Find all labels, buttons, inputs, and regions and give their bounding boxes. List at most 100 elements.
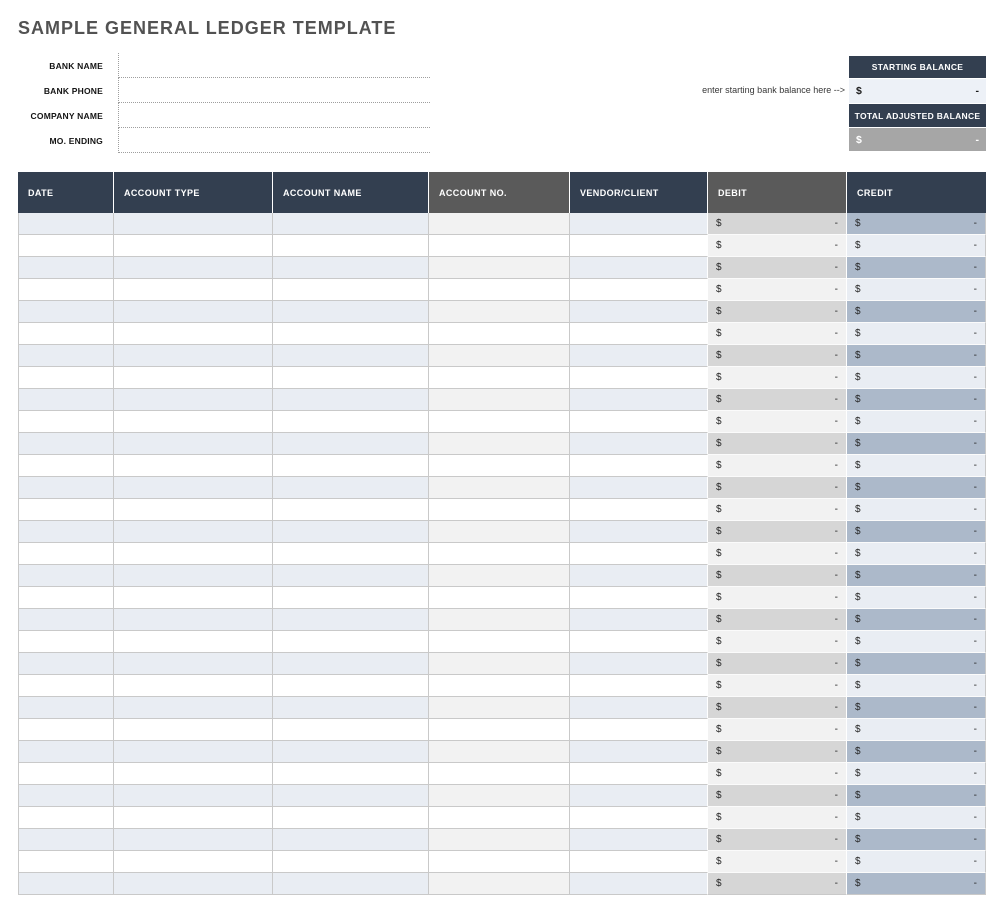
cell-date[interactable] — [18, 213, 114, 235]
cell-date[interactable] — [18, 697, 114, 719]
cell-vendor-client[interactable] — [570, 785, 708, 807]
cell-vendor-client[interactable] — [570, 653, 708, 675]
cell-date[interactable] — [18, 543, 114, 565]
cell-vendor-client[interactable] — [570, 763, 708, 785]
cell-account-type[interactable] — [114, 653, 273, 675]
cell-account-type[interactable] — [114, 763, 273, 785]
cell-debit[interactable]: $ - — [708, 675, 847, 697]
cell-vendor-client[interactable] — [570, 455, 708, 477]
cell-account-name[interactable] — [273, 367, 429, 389]
cell-date[interactable] — [18, 389, 114, 411]
cell-debit[interactable]: $ - — [708, 543, 847, 565]
cell-credit[interactable]: $ - — [847, 389, 986, 411]
cell-account-type[interactable] — [114, 587, 273, 609]
cell-credit[interactable]: $ - — [847, 455, 986, 477]
cell-credit[interactable]: $ - — [847, 345, 986, 367]
cell-account-type[interactable] — [114, 565, 273, 587]
cell-account-type[interactable] — [114, 499, 273, 521]
cell-vendor-client[interactable] — [570, 301, 708, 323]
cell-account-type[interactable] — [114, 235, 273, 257]
cell-account-name[interactable] — [273, 829, 429, 851]
cell-account-no[interactable] — [429, 631, 570, 653]
cell-account-name[interactable] — [273, 631, 429, 653]
cell-account-name[interactable] — [273, 543, 429, 565]
cell-account-name[interactable] — [273, 499, 429, 521]
cell-account-no[interactable] — [429, 323, 570, 345]
cell-account-type[interactable] — [114, 675, 273, 697]
cell-account-name[interactable] — [273, 477, 429, 499]
cell-account-name[interactable] — [273, 279, 429, 301]
cell-account-type[interactable] — [114, 873, 273, 895]
cell-vendor-client[interactable] — [570, 675, 708, 697]
cell-vendor-client[interactable] — [570, 873, 708, 895]
cell-date[interactable] — [18, 587, 114, 609]
cell-account-name[interactable] — [273, 213, 429, 235]
cell-account-no[interactable] — [429, 609, 570, 631]
cell-account-type[interactable] — [114, 345, 273, 367]
cell-account-name[interactable] — [273, 763, 429, 785]
cell-credit[interactable]: $ - — [847, 631, 986, 653]
cell-vendor-client[interactable] — [570, 741, 708, 763]
cell-credit[interactable]: $ - — [847, 433, 986, 455]
cell-vendor-client[interactable] — [570, 543, 708, 565]
cell-account-name[interactable] — [273, 587, 429, 609]
cell-account-name[interactable] — [273, 697, 429, 719]
cell-account-no[interactable] — [429, 653, 570, 675]
cell-account-name[interactable] — [273, 235, 429, 257]
cell-debit[interactable]: $ - — [708, 477, 847, 499]
cell-account-name[interactable] — [273, 609, 429, 631]
cell-debit[interactable]: $ - — [708, 499, 847, 521]
cell-account-type[interactable] — [114, 521, 273, 543]
cell-account-no[interactable] — [429, 499, 570, 521]
cell-account-no[interactable] — [429, 477, 570, 499]
cell-debit[interactable]: $ - — [708, 411, 847, 433]
cell-debit[interactable]: $ - — [708, 301, 847, 323]
cell-date[interactable] — [18, 785, 114, 807]
cell-date[interactable] — [18, 499, 114, 521]
cell-debit[interactable]: $ - — [708, 279, 847, 301]
cell-account-no[interactable] — [429, 675, 570, 697]
cell-date[interactable] — [18, 851, 114, 873]
cell-date[interactable] — [18, 609, 114, 631]
cell-account-no[interactable] — [429, 829, 570, 851]
cell-account-no[interactable] — [429, 433, 570, 455]
cell-account-name[interactable] — [273, 851, 429, 873]
cell-vendor-client[interactable] — [570, 631, 708, 653]
cell-debit[interactable]: $ - — [708, 807, 847, 829]
cell-account-name[interactable] — [273, 257, 429, 279]
cell-date[interactable] — [18, 345, 114, 367]
cell-account-type[interactable] — [114, 433, 273, 455]
cell-account-name[interactable] — [273, 389, 429, 411]
cell-vendor-client[interactable] — [570, 609, 708, 631]
cell-account-type[interactable] — [114, 477, 273, 499]
cell-account-no[interactable] — [429, 785, 570, 807]
cell-debit[interactable]: $ - — [708, 213, 847, 235]
cell-account-type[interactable] — [114, 389, 273, 411]
cell-account-no[interactable] — [429, 411, 570, 433]
cell-credit[interactable]: $ - — [847, 719, 986, 741]
cell-credit[interactable]: $ - — [847, 543, 986, 565]
cell-account-name[interactable] — [273, 455, 429, 477]
cell-debit[interactable]: $ - — [708, 433, 847, 455]
cell-account-no[interactable] — [429, 543, 570, 565]
cell-debit[interactable]: $ - — [708, 631, 847, 653]
cell-debit[interactable]: $ - — [708, 851, 847, 873]
cell-debit[interactable]: $ - — [708, 257, 847, 279]
cell-credit[interactable]: $ - — [847, 323, 986, 345]
cell-date[interactable] — [18, 631, 114, 653]
cell-date[interactable] — [18, 323, 114, 345]
cell-debit[interactable]: $ - — [708, 389, 847, 411]
cell-debit[interactable]: $ - — [708, 455, 847, 477]
cell-account-no[interactable] — [429, 763, 570, 785]
cell-debit[interactable]: $ - — [708, 873, 847, 895]
cell-account-no[interactable] — [429, 235, 570, 257]
cell-credit[interactable]: $ - — [847, 697, 986, 719]
cell-vendor-client[interactable] — [570, 433, 708, 455]
cell-date[interactable] — [18, 521, 114, 543]
cell-credit[interactable]: $ - — [847, 807, 986, 829]
cell-account-no[interactable] — [429, 213, 570, 235]
cell-debit[interactable]: $ - — [708, 367, 847, 389]
cell-debit[interactable]: $ - — [708, 829, 847, 851]
cell-vendor-client[interactable] — [570, 477, 708, 499]
cell-debit[interactable]: $ - — [708, 785, 847, 807]
